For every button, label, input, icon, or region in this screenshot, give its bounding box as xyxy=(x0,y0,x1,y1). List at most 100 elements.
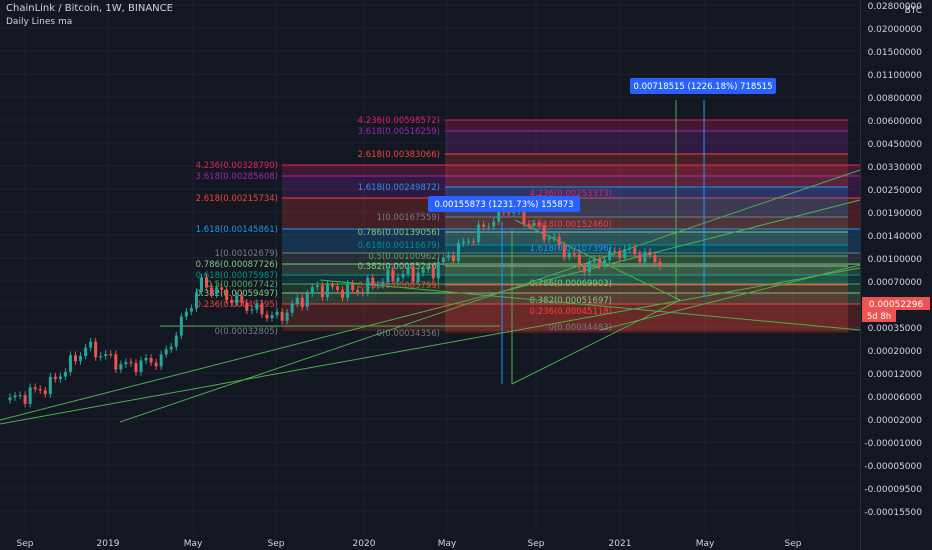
candle-body xyxy=(184,311,188,317)
candle-body xyxy=(189,308,193,312)
candle-body xyxy=(134,363,138,372)
fib-left-label: 0.786(0.00087726) xyxy=(196,260,278,270)
candle-body xyxy=(164,349,168,355)
candle-body xyxy=(477,224,481,242)
y-tick-label: 0.00250000 xyxy=(868,186,923,196)
y-tick-label: 0.00600000 xyxy=(868,117,923,127)
candle-body xyxy=(230,300,234,303)
candle-body xyxy=(598,258,602,266)
fib-left-zone xyxy=(282,264,860,275)
candle-body xyxy=(129,362,133,364)
candle-body xyxy=(643,251,647,263)
candle-body xyxy=(215,287,219,295)
candle-body xyxy=(305,293,309,307)
candle-body xyxy=(653,254,657,262)
candle-body xyxy=(320,285,324,298)
candle-body xyxy=(53,376,57,380)
fib-right-label: 0.618(0.00116679) xyxy=(358,241,440,251)
candle-body xyxy=(109,354,113,356)
y-tick-label: 0.00070000 xyxy=(868,278,923,288)
candle-body xyxy=(441,257,445,263)
candle-body xyxy=(396,277,400,282)
x-tick-label: May xyxy=(696,539,715,549)
fib-right-zone xyxy=(445,154,848,187)
candle-body xyxy=(638,254,642,263)
fib-left-zone xyxy=(282,253,860,264)
y-tick-label: 0.01100000 xyxy=(868,71,923,81)
candle-body xyxy=(351,283,355,291)
candle-body xyxy=(613,250,617,252)
candle-body xyxy=(401,274,405,278)
fib-small-label: 0(0.00034483) xyxy=(549,323,612,333)
candle-body xyxy=(74,355,78,362)
fib-left-zone xyxy=(282,165,860,176)
candle-body xyxy=(411,267,415,282)
y-tick-label: 0.00100000 xyxy=(868,255,923,265)
candle-body xyxy=(63,371,67,377)
y-tick-label: 0.00012000 xyxy=(868,370,923,380)
candle-body xyxy=(562,245,566,258)
candle-body xyxy=(144,357,148,361)
candle-body xyxy=(371,277,375,286)
fib-small-label: 0.382(0.00051697) xyxy=(530,296,612,306)
candle-body xyxy=(376,284,380,286)
measure-label: 0.00718515 (1226.18%) 718515 xyxy=(633,82,772,92)
indicator-label[interactable]: Daily Lines ma xyxy=(6,17,73,27)
fib-right-zone xyxy=(445,266,848,285)
candle-body xyxy=(426,267,430,270)
candle-body xyxy=(587,261,591,273)
candle-body xyxy=(114,354,118,370)
candle-body xyxy=(94,341,98,358)
candle-body xyxy=(250,309,254,311)
candle-body xyxy=(361,291,365,293)
candle-body xyxy=(330,284,334,287)
fib-right-label: 0.236(0.00065799) xyxy=(358,281,440,291)
y-tick-label: 0.00800000 xyxy=(868,94,923,104)
trend-line xyxy=(599,264,861,331)
x-tick-label: 2021 xyxy=(609,539,632,549)
candle-body xyxy=(48,376,52,395)
symbol-title: ChainLink / Bitcoin, 1W, BINANCE xyxy=(6,3,173,14)
x-tick-label: Sep xyxy=(17,539,34,549)
y-tick-label: 0.01500000 xyxy=(868,48,923,58)
candle-body xyxy=(346,283,350,298)
candle-body xyxy=(628,247,632,250)
candle-body xyxy=(58,376,62,380)
candle-body xyxy=(310,287,314,294)
candle-body xyxy=(104,354,108,357)
candle-body xyxy=(608,250,612,260)
candle-body xyxy=(356,290,360,292)
x-tick-label: May xyxy=(438,539,457,549)
countdown-label: 5d 8h xyxy=(867,312,891,322)
candle-body xyxy=(119,364,123,370)
candle-body xyxy=(446,255,450,258)
x-tick-label: Sep xyxy=(785,539,802,549)
candle-body xyxy=(381,281,385,285)
trend-line xyxy=(319,279,861,331)
x-tick-label: May xyxy=(184,539,203,549)
candle-body xyxy=(451,255,455,262)
y-tick-label: -0.00015500 xyxy=(864,508,922,518)
fib-small-label: 1.618(0.00107396) xyxy=(530,244,612,254)
y-tick-label: 0.00140000 xyxy=(868,232,923,242)
candle-body xyxy=(169,346,173,350)
candle-body xyxy=(507,212,511,214)
candle-body xyxy=(325,284,329,298)
candle-body xyxy=(472,241,476,243)
candle-body xyxy=(461,241,465,244)
candle-body xyxy=(124,362,128,365)
candle-body xyxy=(280,311,284,321)
fib-right-label: 1.618(0.00249872) xyxy=(358,183,440,193)
candle-body xyxy=(285,312,289,321)
candle-body xyxy=(648,251,652,255)
fib-right-label: 3.618(0.00516259) xyxy=(358,127,440,137)
candle-body xyxy=(290,303,294,313)
y-tick-label: 0.00450000 xyxy=(868,140,923,150)
fib-left-zone xyxy=(282,293,860,304)
x-tick-label: Sep xyxy=(268,539,285,549)
candle-body xyxy=(275,311,279,316)
y-tick-label: 0.00020000 xyxy=(868,347,923,357)
last-price-label: 0.00052296 xyxy=(869,300,924,310)
